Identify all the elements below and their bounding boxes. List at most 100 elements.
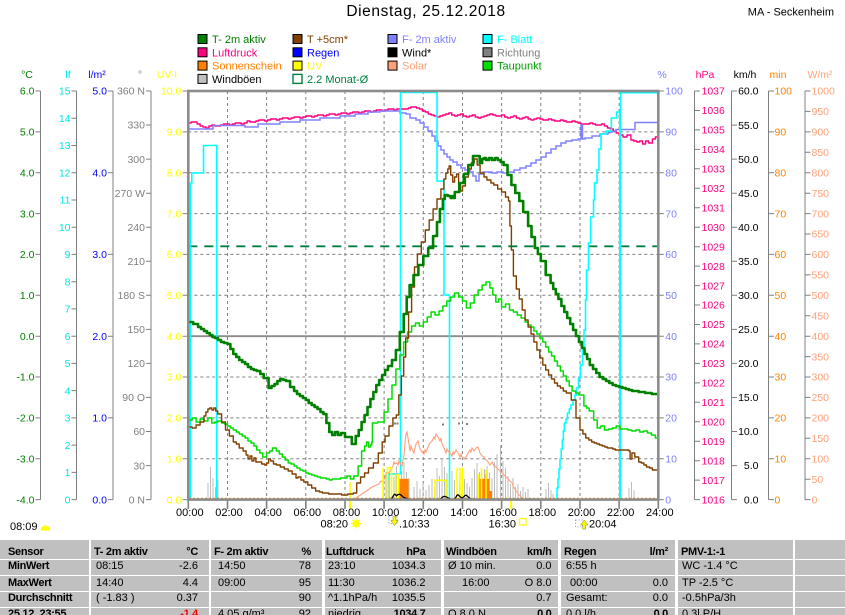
svg-text:°C: °C (21, 69, 33, 81)
svg-text:0 N: 0 N (129, 494, 145, 506)
svg-text:50.0: 50.0 (738, 154, 759, 166)
svg-text:14: 14 (59, 113, 71, 125)
svg-text:12: 12 (59, 167, 71, 179)
svg-text:50: 50 (665, 290, 677, 302)
svg-text:450: 450 (812, 310, 830, 322)
svg-text:-1.0: -1.0 (16, 372, 34, 384)
svg-text:-4.0: -4.0 (16, 494, 34, 506)
svg-text:5: 5 (65, 358, 71, 370)
svg-text:lf: lf (65, 69, 70, 81)
svg-text:2: 2 (65, 440, 71, 452)
svg-text:3.0: 3.0 (20, 208, 35, 220)
svg-text:240: 240 (127, 222, 145, 234)
svg-text:1036: 1036 (702, 105, 726, 117)
svg-text:1030: 1030 (702, 222, 726, 234)
svg-text:20: 20 (775, 413, 787, 425)
svg-text:Wind*: Wind* (402, 47, 432, 59)
svg-text:T +5cm*: T +5cm* (307, 34, 349, 46)
svg-text:750: 750 (812, 188, 830, 200)
svg-text:120: 120 (127, 358, 145, 370)
svg-text:1026: 1026 (702, 300, 726, 312)
svg-text:1024: 1024 (702, 339, 726, 351)
svg-text:10: 10 (665, 453, 677, 465)
svg-text:10: 10 (775, 453, 787, 465)
svg-text:6: 6 (65, 331, 71, 343)
svg-text:1032: 1032 (702, 183, 726, 195)
svg-text:30.0: 30.0 (738, 290, 759, 302)
svg-text:T- 2m aktiv: T- 2m aktiv (212, 34, 266, 46)
svg-text:330: 330 (127, 120, 145, 132)
svg-text:%: % (657, 69, 666, 81)
svg-text:650: 650 (812, 229, 830, 241)
svg-text:150: 150 (812, 433, 830, 445)
svg-text:22:00: 22:00 (607, 507, 635, 519)
svg-text:15: 15 (59, 86, 71, 98)
svg-text:1.0: 1.0 (92, 413, 107, 425)
svg-text:1023: 1023 (702, 358, 726, 370)
svg-text:700: 700 (812, 208, 830, 220)
svg-text:MA - Seckenheim: MA - Seckenheim (748, 7, 834, 19)
svg-text:500: 500 (812, 290, 830, 302)
svg-text:1021: 1021 (702, 397, 726, 409)
svg-text:08:09: 08:09 (10, 521, 38, 533)
svg-text:1018: 1018 (702, 455, 726, 467)
svg-text:1020: 1020 (702, 417, 726, 429)
svg-text:270 W: 270 W (115, 188, 145, 200)
svg-text:24:00: 24:00 (646, 507, 674, 519)
svg-text:1034: 1034 (702, 144, 726, 156)
svg-text:250: 250 (812, 392, 830, 404)
svg-text:Regen: Regen (307, 47, 339, 59)
svg-text:1.0: 1.0 (20, 290, 35, 302)
svg-text:30: 30 (775, 372, 787, 384)
svg-text:800: 800 (812, 167, 830, 179)
svg-text:1027: 1027 (702, 280, 726, 292)
svg-text:10.0: 10.0 (738, 426, 759, 438)
svg-text:04:00: 04:00 (254, 507, 282, 519)
svg-text:1025: 1025 (702, 319, 726, 331)
svg-text:15.0: 15.0 (738, 392, 759, 404)
svg-text:2.0: 2.0 (20, 249, 35, 261)
svg-text:50: 50 (812, 474, 824, 486)
svg-text:0.0: 0.0 (20, 331, 35, 343)
svg-text:60.0: 60.0 (738, 86, 759, 98)
svg-text:Dienstag, 25.12.2018: Dienstag, 25.12.2018 (346, 3, 505, 20)
svg-text:Windböen: Windböen (212, 74, 262, 86)
svg-text:350: 350 (812, 351, 830, 363)
svg-text:1017: 1017 (702, 475, 726, 487)
svg-text:60: 60 (775, 249, 787, 261)
svg-text:60: 60 (665, 249, 677, 261)
svg-text:1028: 1028 (702, 261, 726, 273)
svg-text:30: 30 (665, 372, 677, 384)
svg-text:16:30: 16:30 (488, 519, 516, 531)
svg-text:0: 0 (812, 494, 818, 506)
svg-text:Solar: Solar (402, 61, 428, 73)
svg-text:80: 80 (665, 167, 677, 179)
svg-text:20:04: 20:04 (589, 519, 617, 531)
svg-text:-2.0: -2.0 (16, 413, 34, 425)
svg-text:55.0: 55.0 (738, 120, 759, 132)
svg-text:10:00: 10:00 (372, 507, 400, 519)
svg-text:°: ° (138, 69, 142, 81)
svg-text:F- Blatt: F- Blatt (497, 34, 532, 46)
svg-text:1019: 1019 (702, 436, 726, 448)
svg-text:550: 550 (812, 270, 830, 282)
svg-text:Richtung: Richtung (497, 47, 540, 59)
svg-text:7: 7 (65, 304, 71, 316)
svg-text:UV: UV (307, 61, 323, 73)
svg-text:km/h: km/h (734, 69, 757, 81)
svg-text:6.0: 6.0 (167, 249, 182, 261)
svg-text:min: min (770, 69, 787, 81)
svg-text:18:00: 18:00 (529, 507, 557, 519)
svg-text:4: 4 (65, 385, 71, 397)
svg-text:2.2 Monat-Ø: 2.2 Monat-Ø (307, 74, 369, 86)
svg-text:5.0: 5.0 (20, 127, 35, 139)
svg-text:4.0: 4.0 (167, 331, 182, 343)
svg-text:16:00: 16:00 (489, 507, 517, 519)
svg-text:11: 11 (60, 195, 71, 207)
svg-text:1.0: 1.0 (167, 453, 182, 465)
svg-text:1022: 1022 (702, 378, 726, 390)
svg-text:5.0: 5.0 (744, 460, 759, 472)
svg-text:40: 40 (775, 331, 787, 343)
svg-text:100: 100 (775, 86, 793, 98)
svg-text:0: 0 (65, 494, 71, 506)
